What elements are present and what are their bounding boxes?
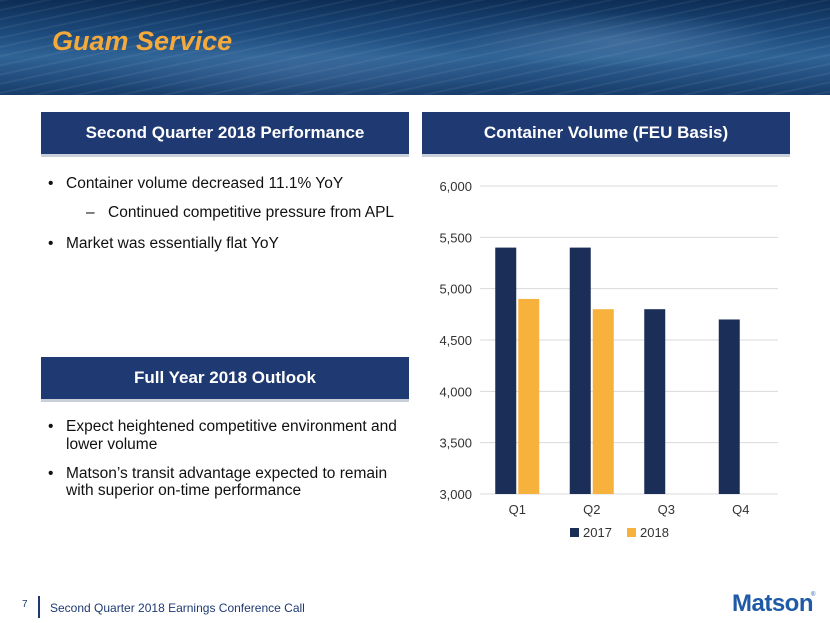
y-tick-label: 6,000: [439, 179, 472, 194]
footer-caption: Second Quarter 2018 Earnings Conference …: [50, 601, 305, 615]
chart-legend: 2017 2018: [570, 525, 669, 540]
y-tick-label: 3,500: [439, 436, 472, 451]
bar-2017-q2: [569, 247, 591, 494]
outlook-header: Full Year 2018 Outlook: [41, 357, 409, 402]
bullet-item: Expect heightened competitive environmen…: [42, 418, 402, 454]
legend-label-2017: 2017: [583, 525, 612, 540]
y-tick-label: 4,000: [439, 384, 472, 399]
chart-header: Container Volume (FEU Basis): [422, 112, 790, 157]
bar-2017-q3: [644, 309, 666, 494]
y-tick-label: 3,000: [439, 487, 472, 502]
logo-registered-mark: ®: [811, 592, 816, 598]
bar-2017-q1: [495, 247, 517, 494]
performance-header: Second Quarter 2018 Performance: [41, 112, 409, 157]
page-title: Guam Service: [52, 26, 233, 56]
x-tick-label: Q4: [732, 502, 749, 517]
bullet-item: Market was essentially flat YoY: [42, 235, 402, 253]
bar-2017-q4: [718, 319, 740, 494]
sub-bullet-item: Continued competitive pressure from APL: [42, 204, 402, 222]
page-number: 7: [22, 599, 28, 610]
bar-2018-q2: [592, 309, 614, 494]
y-tick-label: 4,500: [439, 333, 472, 348]
outlook-bullets: Expect heightened competitive environmen…: [42, 418, 402, 511]
header-banner: Guam Service: [0, 0, 830, 95]
matson-logo: Matson: [732, 590, 814, 617]
y-tick-label: 5,000: [439, 282, 472, 297]
performance-bullets: Container volume decreased 11.1% YoY Con…: [42, 175, 402, 263]
x-tick-label: Q2: [583, 502, 600, 517]
x-tick-label: Q3: [658, 502, 675, 517]
chart-x-axis: Q1 Q2 Q3 Q4: [509, 502, 750, 517]
legend-label-2018: 2018: [640, 525, 669, 540]
bar-2018-q1: [518, 298, 540, 494]
chart-bars: [495, 247, 740, 494]
x-tick-label: Q1: [509, 502, 526, 517]
legend-swatch-2017: [570, 528, 579, 537]
footer-divider: [38, 596, 40, 618]
bullet-item: Matson’s transit advantage expected to r…: [42, 465, 402, 501]
legend-swatch-2018: [627, 528, 636, 537]
y-tick-label: 5,500: [439, 230, 472, 245]
chart-y-axis: 3,000 3,500 4,000 4,500 5,000 5,500 6,000: [439, 179, 472, 502]
container-volume-chart: 3,000 3,500 4,000 4,500 5,000 5,500 6,000 Q1 Q2…: [439, 179, 778, 540]
bullet-item: Container volume decreased 11.1% YoY: [42, 175, 402, 193]
